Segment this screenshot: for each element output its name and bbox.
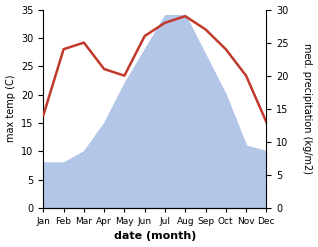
Y-axis label: med. precipitation (kg/m2): med. precipitation (kg/m2) bbox=[302, 43, 313, 174]
X-axis label: date (month): date (month) bbox=[114, 231, 196, 242]
Y-axis label: max temp (C): max temp (C) bbox=[5, 75, 16, 143]
